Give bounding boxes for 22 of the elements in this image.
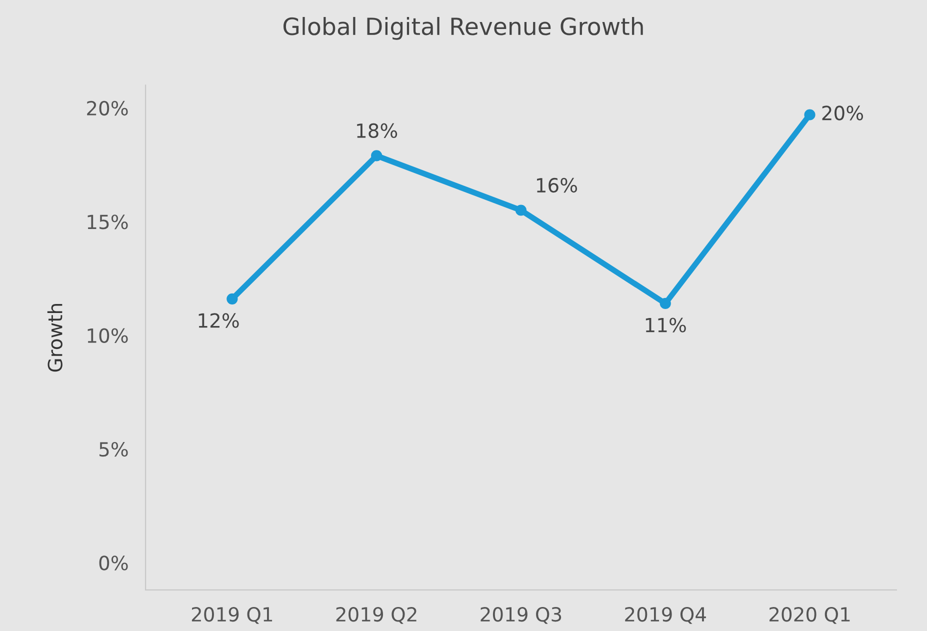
y-tick-label: 10%	[88, 328, 128, 343]
point	[804, 109, 816, 120]
x-tick-label: 2020 Q1	[770, 606, 850, 624]
data-label: 18%	[357, 123, 398, 138]
point	[371, 150, 382, 162]
y-tick-label: 20%	[87, 100, 128, 116]
data-label: 12%	[198, 313, 239, 328]
x-tick-label: 2019 Q3	[480, 606, 562, 624]
y-tick-label: 5%	[100, 442, 128, 457]
data-label: 11%	[646, 318, 686, 332]
chart-title: Global Digital Revenue Growth	[283, 16, 643, 40]
point	[660, 298, 671, 310]
y-axis-title: Growth	[47, 304, 62, 372]
point	[515, 204, 527, 216]
y-tick-label: 0%	[99, 556, 128, 570]
y-tick-label: 15%	[88, 214, 128, 230]
x-tick-label: 2019 Q4	[625, 606, 706, 624]
data-label: 20%	[822, 106, 864, 120]
x-tick-label: 2019 Q2	[336, 606, 416, 624]
x-tick-label: 2019 Q1	[192, 606, 272, 624]
data-label: 16%	[537, 178, 578, 193]
point	[226, 293, 238, 304]
